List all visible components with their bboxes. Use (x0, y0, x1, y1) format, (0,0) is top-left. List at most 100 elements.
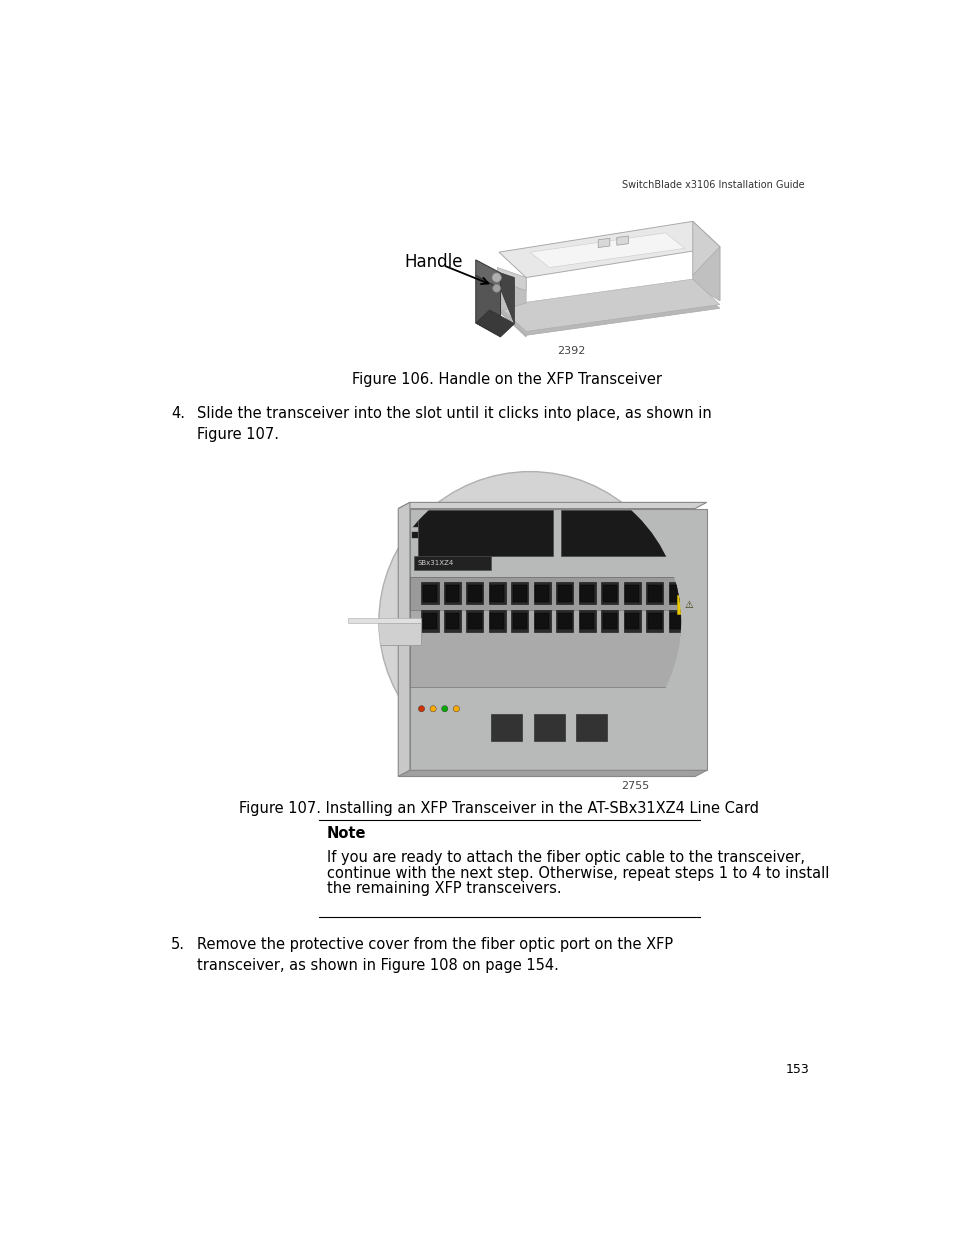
FancyBboxPatch shape (410, 610, 707, 687)
FancyBboxPatch shape (421, 583, 438, 604)
Polygon shape (498, 283, 720, 336)
FancyBboxPatch shape (623, 583, 640, 604)
FancyBboxPatch shape (348, 624, 365, 645)
FancyBboxPatch shape (677, 595, 700, 614)
FancyBboxPatch shape (445, 585, 459, 601)
Polygon shape (692, 221, 720, 300)
Circle shape (492, 273, 500, 282)
Polygon shape (500, 273, 514, 324)
Polygon shape (692, 247, 720, 300)
FancyBboxPatch shape (534, 714, 564, 741)
Circle shape (453, 705, 459, 711)
FancyBboxPatch shape (624, 585, 639, 601)
FancyBboxPatch shape (412, 521, 418, 527)
FancyBboxPatch shape (670, 585, 683, 601)
Text: Note: Note (327, 826, 366, 841)
Circle shape (493, 284, 500, 293)
FancyBboxPatch shape (556, 583, 573, 604)
Text: ⚠: ⚠ (684, 600, 693, 610)
FancyBboxPatch shape (511, 610, 528, 632)
FancyBboxPatch shape (412, 531, 418, 537)
Text: continue with the next step. Otherwise, repeat steps 1 to 4 to install: continue with the next step. Otherwise, … (327, 866, 828, 881)
FancyBboxPatch shape (412, 510, 418, 516)
Text: If you are ready to attach the fiber optic cable to the transceiver,: If you are ready to attach the fiber opt… (327, 851, 804, 866)
Text: SBx31XZ4: SBx31XZ4 (417, 561, 454, 566)
FancyBboxPatch shape (491, 714, 521, 741)
FancyBboxPatch shape (602, 613, 617, 630)
Text: 2392: 2392 (557, 346, 585, 356)
Polygon shape (617, 236, 628, 246)
FancyBboxPatch shape (623, 610, 640, 632)
FancyBboxPatch shape (443, 610, 460, 632)
FancyBboxPatch shape (668, 610, 685, 632)
FancyBboxPatch shape (558, 585, 571, 601)
FancyBboxPatch shape (422, 585, 436, 601)
FancyBboxPatch shape (647, 613, 661, 630)
Polygon shape (497, 268, 525, 290)
FancyBboxPatch shape (443, 583, 460, 604)
FancyBboxPatch shape (556, 610, 573, 632)
Circle shape (418, 705, 424, 711)
FancyBboxPatch shape (490, 585, 504, 601)
Polygon shape (598, 238, 609, 247)
Polygon shape (498, 279, 720, 331)
Polygon shape (476, 275, 500, 337)
FancyBboxPatch shape (466, 583, 483, 604)
Polygon shape (530, 233, 684, 268)
FancyBboxPatch shape (534, 583, 550, 604)
FancyBboxPatch shape (513, 585, 526, 601)
FancyBboxPatch shape (490, 613, 504, 630)
FancyBboxPatch shape (513, 613, 526, 630)
Text: Figure 107. Installing an XFP Transceiver in the AT-SBx31XZ4 Line Card: Figure 107. Installing an XFP Transceive… (239, 802, 759, 816)
FancyBboxPatch shape (579, 585, 594, 601)
Polygon shape (476, 259, 500, 289)
Circle shape (430, 705, 436, 711)
FancyBboxPatch shape (511, 583, 528, 604)
FancyBboxPatch shape (645, 610, 662, 632)
Text: 5.: 5. (171, 937, 185, 952)
FancyBboxPatch shape (578, 583, 596, 604)
FancyBboxPatch shape (466, 610, 483, 632)
Text: SwitchBlade x3106 Installation Guide: SwitchBlade x3106 Installation Guide (622, 180, 804, 190)
Text: Slide the transceiver into the slot until it clicks into place, as shown in
Figu: Slide the transceiver into the slot unti… (196, 406, 711, 442)
Text: Remove the protective cover from the fiber optic port on the XFP
transceiver, as: Remove the protective cover from the fib… (196, 937, 672, 973)
FancyBboxPatch shape (579, 613, 594, 630)
Polygon shape (397, 771, 706, 777)
Text: the remaining XFP transceivers.: the remaining XFP transceivers. (327, 882, 561, 897)
FancyBboxPatch shape (414, 556, 491, 571)
FancyBboxPatch shape (534, 610, 550, 632)
FancyBboxPatch shape (602, 585, 617, 601)
FancyBboxPatch shape (576, 714, 607, 741)
FancyBboxPatch shape (488, 610, 505, 632)
Text: Figure 106. Handle on the XFP Transceiver: Figure 106. Handle on the XFP Transceive… (352, 372, 661, 387)
Text: 2755: 2755 (620, 781, 648, 790)
FancyBboxPatch shape (422, 613, 436, 630)
FancyBboxPatch shape (670, 613, 683, 630)
FancyBboxPatch shape (468, 613, 481, 630)
Text: Handle: Handle (404, 253, 462, 272)
Text: 153: 153 (784, 1062, 808, 1076)
FancyBboxPatch shape (488, 583, 505, 604)
Polygon shape (498, 278, 525, 337)
FancyBboxPatch shape (445, 613, 459, 630)
Circle shape (441, 705, 447, 711)
Polygon shape (397, 503, 706, 509)
FancyBboxPatch shape (417, 510, 553, 556)
FancyBboxPatch shape (468, 585, 481, 601)
FancyBboxPatch shape (578, 610, 596, 632)
FancyBboxPatch shape (535, 585, 549, 601)
FancyBboxPatch shape (535, 613, 549, 630)
FancyBboxPatch shape (600, 610, 618, 632)
FancyBboxPatch shape (560, 510, 696, 556)
FancyBboxPatch shape (668, 583, 685, 604)
Polygon shape (476, 310, 514, 337)
FancyBboxPatch shape (624, 613, 639, 630)
FancyBboxPatch shape (600, 583, 618, 604)
FancyBboxPatch shape (645, 583, 662, 604)
FancyBboxPatch shape (558, 613, 571, 630)
FancyBboxPatch shape (421, 610, 438, 632)
FancyBboxPatch shape (647, 585, 661, 601)
FancyBboxPatch shape (348, 624, 421, 645)
Polygon shape (498, 278, 525, 311)
Polygon shape (498, 221, 720, 278)
